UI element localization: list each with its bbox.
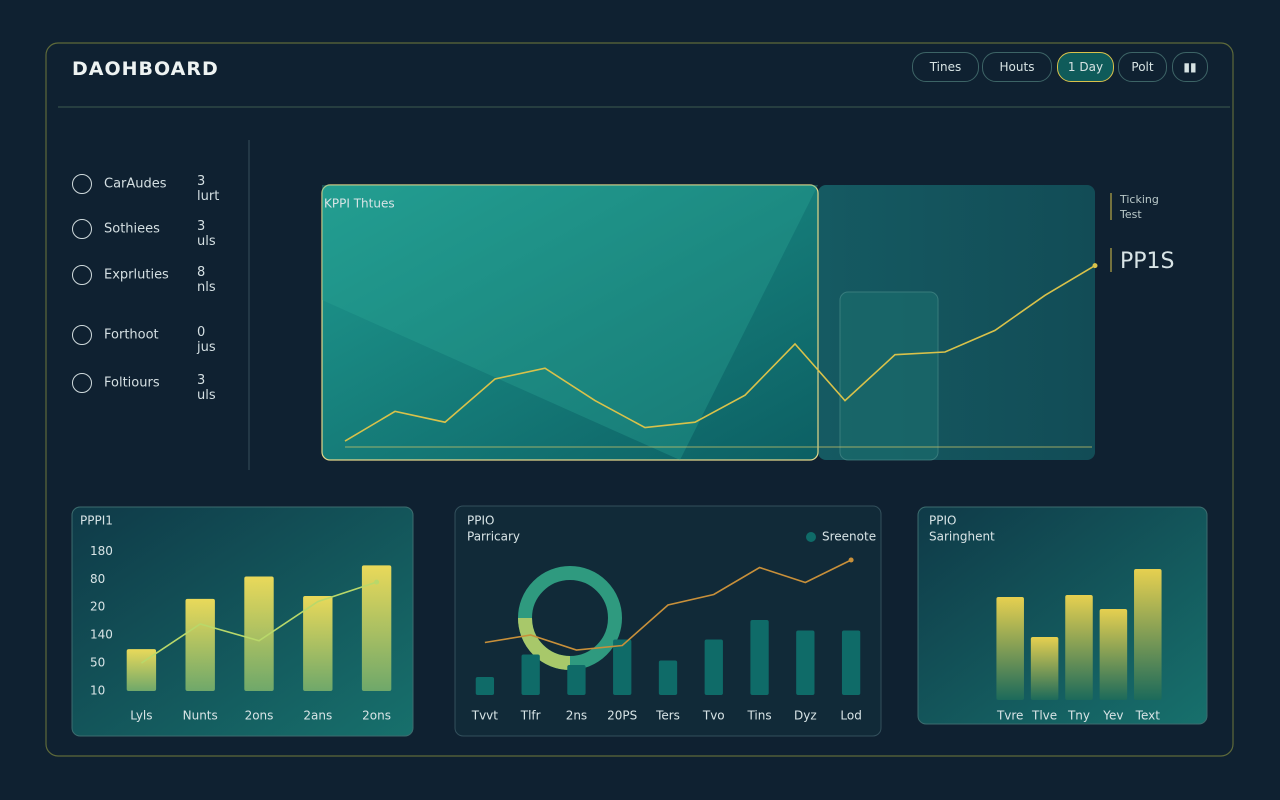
app-title: DAOHBOARD bbox=[72, 58, 219, 80]
range-button[interactable]: 1 Day bbox=[1057, 52, 1114, 82]
bar bbox=[841, 630, 861, 695]
icon bbox=[72, 219, 92, 239]
chart-title: PPIO bbox=[467, 514, 494, 528]
y-tick-label: 10 bbox=[90, 684, 105, 698]
x-tick-label: Dyz bbox=[794, 709, 817, 723]
x-tick-label: Tlfr bbox=[520, 709, 541, 723]
x-tick-label: Tvvt bbox=[471, 709, 499, 723]
bar bbox=[996, 597, 1024, 700]
bar bbox=[361, 565, 392, 691]
bar bbox=[185, 598, 215, 691]
chart-subtitle: Saringhent bbox=[929, 530, 995, 544]
x-tick-label: 2ns bbox=[566, 709, 588, 723]
y-tick-label: 80 bbox=[90, 572, 105, 586]
y-tick-label: 140 bbox=[90, 628, 113, 642]
x-tick-label: 20PS bbox=[607, 709, 637, 723]
x-tick-label: 2ons bbox=[245, 709, 274, 723]
x-tick-label: Yev bbox=[1102, 709, 1123, 723]
y-tick-label: 50 bbox=[90, 656, 105, 670]
chart-title: PPIO bbox=[929, 514, 956, 528]
panel bbox=[71, 506, 414, 737]
x-tick-label: Text bbox=[1135, 709, 1161, 723]
x-tick-label: Tins bbox=[746, 709, 771, 723]
x-tick-label: Ters bbox=[655, 709, 680, 723]
point bbox=[848, 557, 854, 563]
bar bbox=[750, 620, 769, 695]
y-tick-label: 20 bbox=[90, 600, 105, 614]
chart-icon-button[interactable]: ▮▮ bbox=[1172, 52, 1208, 82]
item-label: Foltiours bbox=[104, 375, 160, 391]
bar bbox=[475, 677, 495, 695]
x-tick-label: Lyls bbox=[130, 709, 152, 723]
chart-subtitle: Parricary bbox=[467, 530, 520, 544]
item-value: 8 nls bbox=[197, 265, 216, 295]
x-tick-label: Nunts bbox=[183, 709, 218, 723]
bar bbox=[244, 576, 274, 691]
x-tick-label: Tlve bbox=[1031, 709, 1057, 723]
item-value: 3 lurt bbox=[197, 174, 220, 204]
sidebar-item[interactable]: Sothiees 3 uls bbox=[72, 219, 216, 249]
sidebar-item[interactable]: Foltiours 3 uls bbox=[72, 373, 216, 403]
frame bbox=[45, 42, 1234, 757]
bar bbox=[1065, 595, 1093, 700]
bar bbox=[613, 639, 632, 695]
icon bbox=[72, 325, 92, 345]
range-button[interactable]: Polt bbox=[1118, 52, 1167, 82]
bar bbox=[303, 596, 333, 691]
panel bbox=[839, 291, 939, 461]
bar bbox=[126, 649, 157, 691]
item-value: 3 uls bbox=[197, 373, 216, 403]
item-label: CarAudes bbox=[104, 176, 167, 192]
legend-swatch bbox=[806, 532, 816, 542]
panel-shade bbox=[322, 185, 818, 460]
sidebar-item[interactable]: Forthoot 0 jus bbox=[72, 325, 216, 355]
line bbox=[344, 264, 1096, 442]
item-value: 3 uls bbox=[197, 219, 216, 249]
x-tick-label: Tvo bbox=[702, 709, 725, 723]
bar bbox=[796, 630, 815, 695]
range-button[interactable]: Tines bbox=[912, 52, 979, 82]
annotation: Ticking Test bbox=[1120, 193, 1159, 221]
annotation: PP1S bbox=[1120, 249, 1175, 274]
x-tick-label: 2ons bbox=[362, 709, 391, 723]
bar bbox=[1134, 569, 1162, 700]
sidebar-item[interactable]: CarAudes 3 lurt bbox=[72, 174, 219, 204]
point bbox=[1092, 263, 1098, 269]
panel bbox=[321, 184, 819, 461]
icon bbox=[72, 265, 92, 285]
item-value: 0 jus bbox=[197, 325, 216, 355]
item-label: Forthoot bbox=[104, 327, 159, 343]
bar bbox=[1099, 609, 1128, 700]
x-tick-label: Tvre bbox=[996, 709, 1023, 723]
legend-label: Sreenote bbox=[822, 530, 876, 544]
item-label: Sothiees bbox=[104, 221, 160, 237]
sidebar-item[interactable]: Exprluties 8 nls bbox=[72, 265, 216, 295]
bar bbox=[567, 665, 586, 695]
icon bbox=[72, 373, 92, 393]
bar bbox=[704, 639, 723, 695]
x-tick-label: Tny bbox=[1067, 709, 1090, 723]
item-label: Exprluties bbox=[104, 267, 169, 283]
chart-title: PPPI1 bbox=[80, 514, 113, 528]
line bbox=[140, 581, 377, 664]
bar bbox=[1030, 637, 1059, 700]
x-tick-label: Lod bbox=[840, 709, 861, 723]
bar bbox=[658, 660, 678, 695]
x-tick-label: 2ans bbox=[303, 709, 332, 723]
y-tick-label: 180 bbox=[90, 544, 113, 558]
line bbox=[484, 559, 852, 651]
bar bbox=[521, 654, 540, 695]
icon bbox=[72, 174, 92, 194]
range-button[interactable]: Houts bbox=[982, 52, 1052, 82]
donut-segment bbox=[518, 617, 571, 670]
chart-title: KPPI Thtues bbox=[324, 197, 395, 211]
point bbox=[374, 579, 380, 585]
panel bbox=[454, 505, 882, 737]
